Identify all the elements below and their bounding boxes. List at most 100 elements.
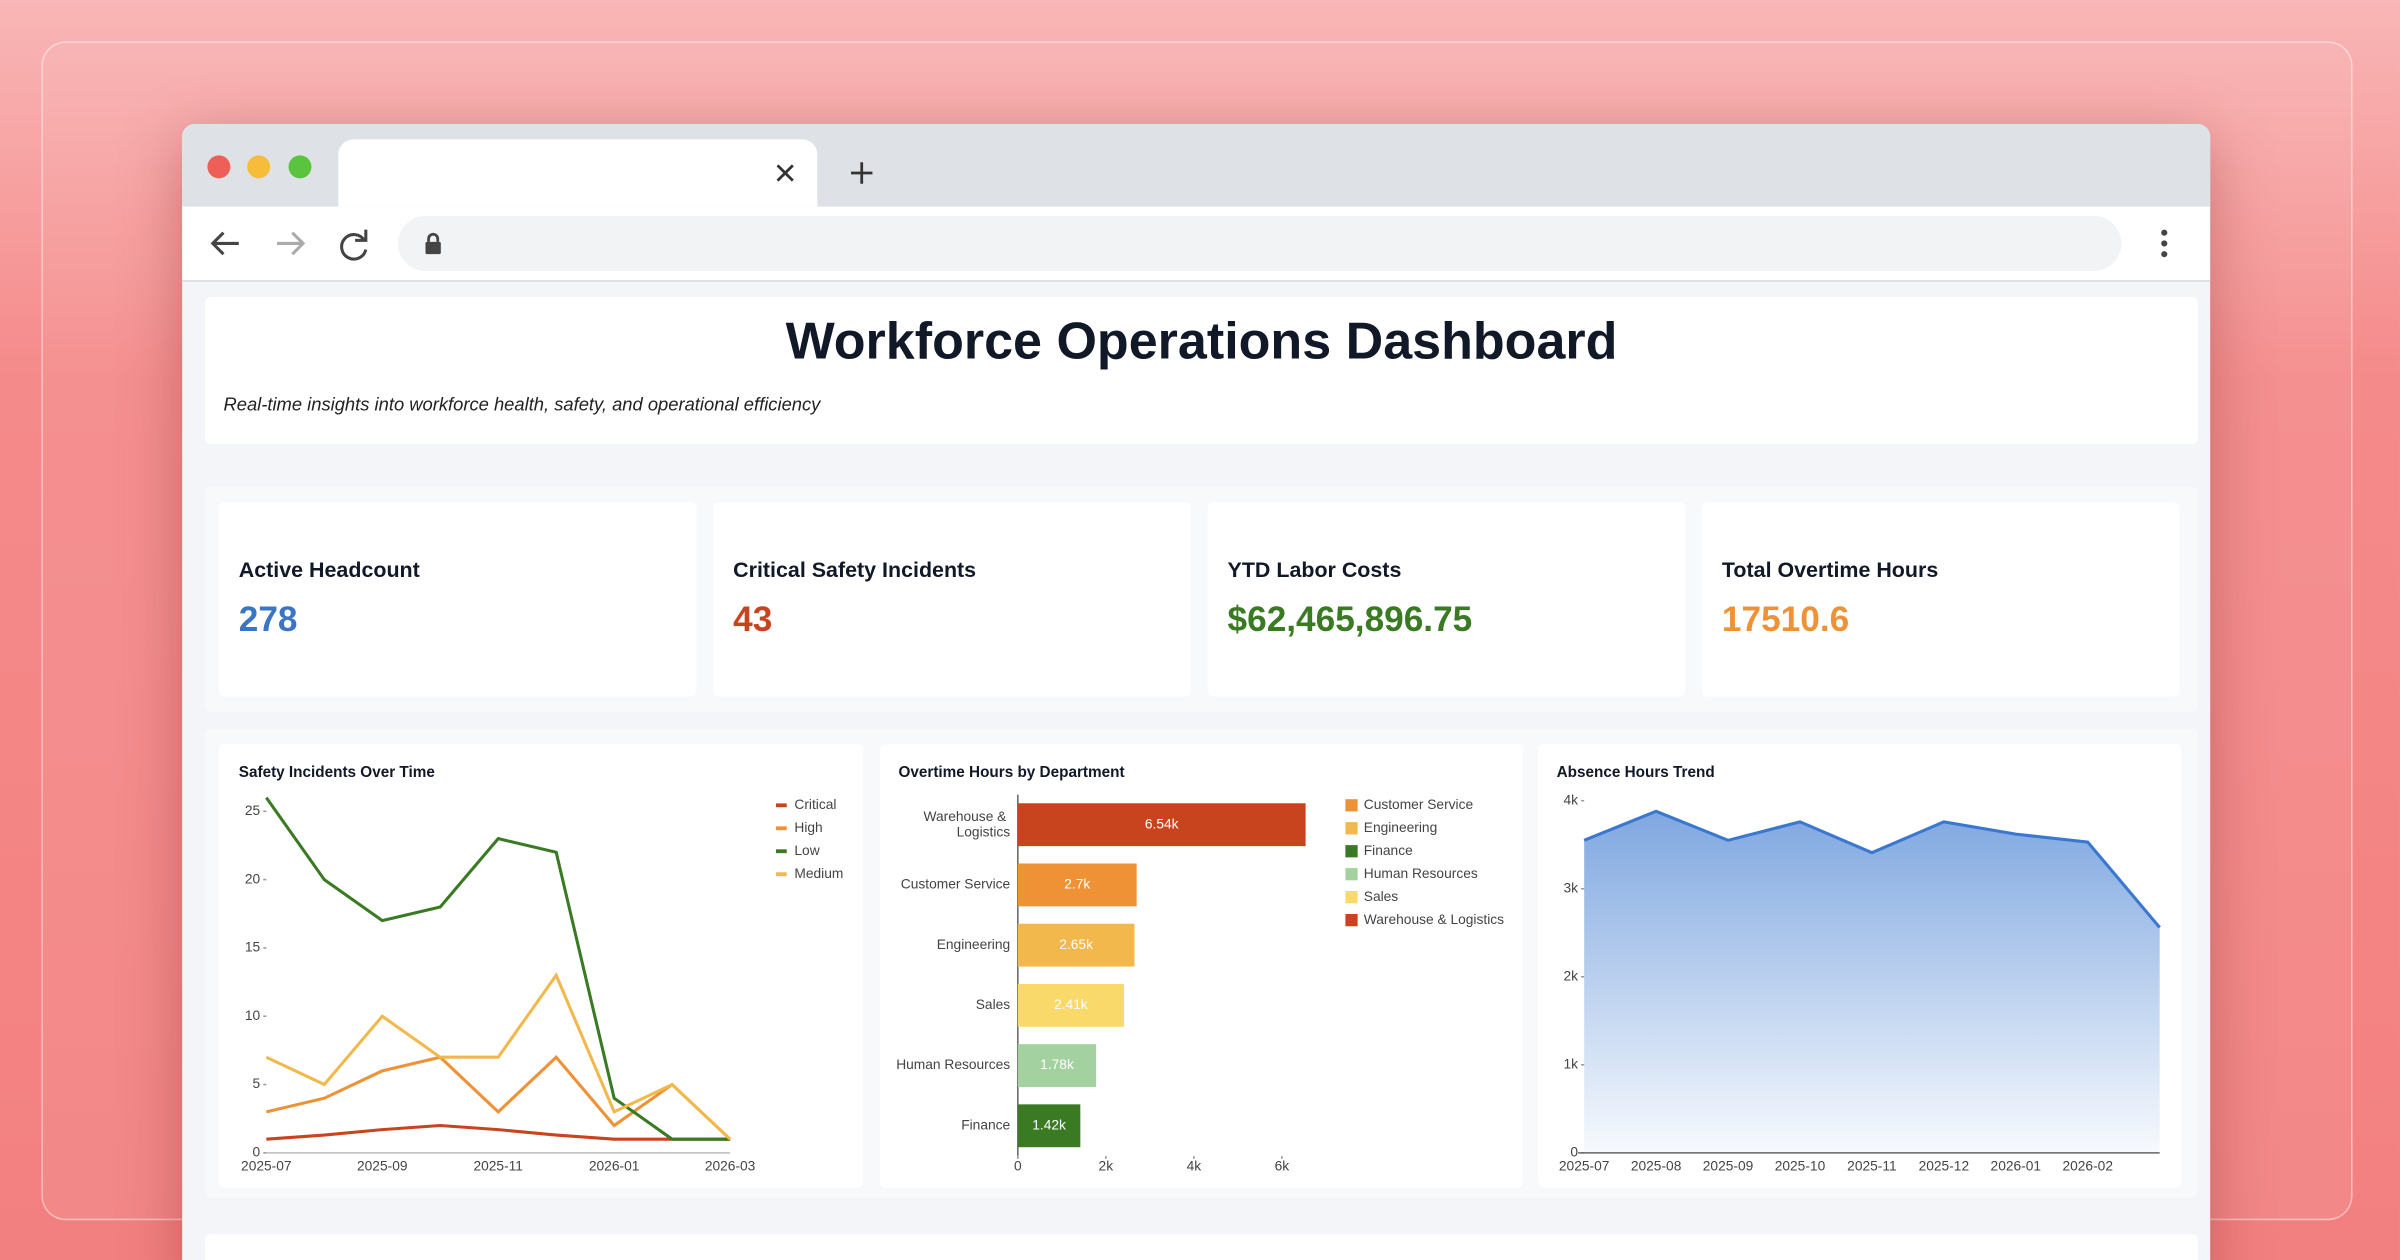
bar-value-label: 2.41k [1054,997,1088,1012]
lock-icon [425,232,441,255]
y-tick-label: Customer Service [901,877,1011,892]
x-tick-label: 2025-12 [1919,1158,1970,1173]
bar [1017,983,1124,1027]
y-tick-label: 4k [1564,792,1579,807]
kpi-label: Total Overtime Hours [1721,557,1939,582]
y-tick-label: 3k [1564,880,1579,895]
x-tick-label: 2026-03 [705,1158,756,1173]
chart-card [218,744,864,1189]
y-tick-label: 0 [253,1144,261,1159]
bar [1017,1044,1097,1088]
x-tick-label: 2025-09 [1703,1158,1754,1173]
bar-value-label: 1.42k [1032,1117,1066,1132]
new-tab[interactable] [851,162,873,184]
legend-swatch [1345,914,1358,927]
legend-label: Finance [1364,843,1413,858]
series-line [265,972,732,1141]
y-tick-label: Finance [961,1117,1010,1132]
chart-title: Safety Incidents Over Time [239,764,435,781]
menu-button[interactable] [2149,228,2180,259]
header-card: Workforce Operations Dashboard Real-time… [205,297,2198,444]
series-line [265,796,731,1141]
bar [1017,803,1306,847]
y-tick-label: Human Resources [896,1057,1010,1072]
y-tick-label: Sales [976,997,1011,1012]
y-tick-label: 10 [245,1008,261,1023]
y-tick-label: 25 [245,803,261,818]
legend-label: Medium [794,866,843,881]
reload-button[interactable] [340,229,368,261]
close-window[interactable] [207,155,231,179]
legend-label: Human Resources [1364,866,1478,881]
y-tick-label: 0 [1570,1144,1578,1159]
x-tick-label: 2025-08 [1631,1158,1682,1173]
x-tick-label: 2026-01 [589,1158,640,1173]
y-tick-label: 20 [245,871,261,886]
address-bar[interactable] [397,215,2122,271]
y-tick-label: 15 [245,940,261,955]
legend-swatch [1345,891,1358,904]
legend-label: Warehouse & Logistics [1364,912,1504,927]
legend-label: Critical [794,797,836,812]
bar [1017,863,1137,907]
minimize-window[interactable] [247,155,271,179]
next-card [205,1233,2198,1260]
area-line [1583,809,2161,929]
y-tick-label: 5 [253,1076,261,1091]
tab-bar [182,124,2211,207]
close-tab[interactable] [773,161,797,185]
y-tick-label: 2k [1564,968,1579,983]
bar [1017,923,1135,967]
x-tick-label: 2025-10 [1775,1158,1826,1173]
x-tick-label: 2025-07 [241,1158,292,1173]
legend-label: Engineering [1364,820,1437,835]
series-line [266,1123,731,1141]
forward-button[interactable] [277,231,306,256]
maximize-window[interactable] [288,155,312,179]
kpi-section: Active Headcount 278 Critical Safety Inc… [205,486,2198,712]
legend-swatch [1345,868,1358,881]
x-tick-label: 2025-07 [1559,1158,1610,1173]
x-tick-label: 6k [1275,1158,1290,1173]
x-tick-label: 2k [1099,1158,1114,1173]
bar-value-label: 1.78k [1040,1057,1074,1072]
bar [1017,1104,1081,1148]
bar-value-label: 2.7k [1064,877,1090,892]
area-fill [1584,811,2160,1153]
kpi-label: Critical Safety Incidents [733,557,977,582]
chart-title: Overtime Hours by Department [898,764,1124,781]
legend-label: Sales [1364,889,1399,904]
kpi-value: 278 [238,598,298,639]
kpi-card: Total Overtime Hours 17510.6 [1702,502,2180,697]
x-tick-label: 0 [1014,1158,1022,1173]
kpi-label: Active Headcount [238,557,420,582]
page-title: Workforce Operations Dashboard [785,312,1618,371]
legend-label: High [794,820,822,835]
series-line [265,1054,732,1141]
y-tick-label: Warehouse & Logistics [923,809,1010,839]
kpi-card: YTD Labor Costs $62,465,896.75 [1207,502,1686,697]
y-tick-label: Engineering [937,937,1010,952]
x-tick-label: 2026-01 [1991,1158,2042,1173]
legend-label: Customer Service [1364,797,1474,812]
legend-swatch [1345,822,1358,835]
kpi-value: 43 [733,598,773,639]
chart-title: Absence Hours Trend [1557,764,1715,781]
x-tick-label: 2025-09 [357,1158,408,1173]
back-button[interactable] [210,231,239,256]
x-tick-label: 2026-02 [2062,1158,2113,1173]
toolbar [182,206,2211,282]
y-tick-label: 1k [1564,1056,1579,1071]
bar-value-label: 6.54k [1145,816,1179,831]
legend-swatch [1345,845,1358,858]
kpi-card: Critical Safety Incidents 43 [713,502,1191,697]
kpi-value: $62,465,896.75 [1227,598,1473,639]
active-tab[interactable] [338,139,818,207]
kpi-label: YTD Labor Costs [1227,557,1402,582]
kpi-card: Active Headcount 278 [218,502,697,697]
legend-swatch [1345,799,1358,812]
nav-buttons [210,229,368,261]
